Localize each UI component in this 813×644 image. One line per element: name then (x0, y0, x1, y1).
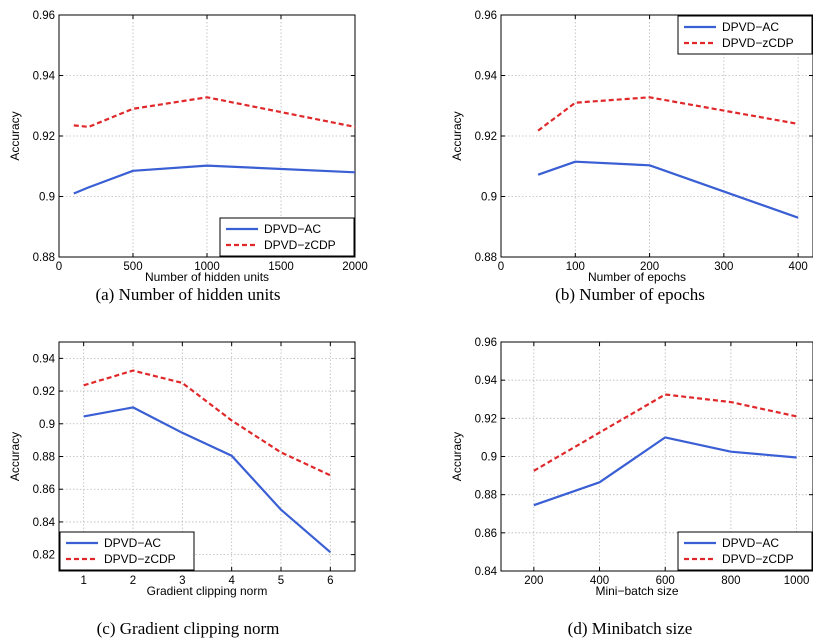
legend-label: DPVD−zCDP (264, 238, 336, 252)
subplot-caption: (c) Gradient clipping norm (97, 619, 280, 638)
x-tick-label: 1000 (194, 261, 220, 273)
y-tick-label: 0.84 (475, 566, 498, 578)
x-tick-label: 5 (278, 575, 284, 587)
series-line-dpvd-ac (533, 436, 797, 507)
y-tick-label: 0.92 (475, 413, 497, 425)
y-axis-label: Accuracy (8, 111, 22, 160)
subplot-d: 200 400 600 800 1000 0.84 0.86 0.88 0.9 0.92 0.94 0… (450, 337, 813, 638)
y-tick-label: 0.82 (33, 550, 55, 562)
y-axis-label: Accuracy (450, 432, 464, 481)
y-tick-label: 0.96 (33, 10, 55, 22)
legend-label: DPVD−AC (264, 222, 321, 236)
y-tick-label: 0.94 (33, 353, 56, 365)
x-tick-label: 0 (56, 261, 62, 273)
y-tick-label: 0.88 (33, 252, 55, 264)
y-tick-label: 0.88 (475, 252, 497, 264)
legend-label: DPVD−AC (104, 536, 161, 550)
y-tick-label: 0.88 (475, 490, 497, 502)
subplot-b: 0 100 200 300 400 0.88 0.9 0.92 0.94 0.96 Number o… (450, 10, 813, 304)
x-axis-label: Mini−batch size (595, 584, 678, 598)
subplot-caption: (b) Number of epochs (555, 285, 705, 304)
x-tick-label: 1500 (268, 261, 294, 273)
x-tick-label: 2 (130, 575, 136, 587)
series-line-dpvd-ac (83, 406, 332, 554)
legend-label: DPVD−zCDP (722, 36, 794, 50)
y-tick-label: 0.86 (33, 484, 55, 496)
y-tick-label: 0.9 (481, 192, 497, 204)
x-tick-label: 100 (566, 261, 585, 273)
y-tick-label: 0.9 (481, 452, 497, 464)
x-axis-label: Number of hidden units (145, 270, 269, 284)
series-line-dpvd-zcdp (537, 96, 799, 132)
y-tick-label: 0.96 (475, 10, 497, 22)
x-axis-label: Number of epochs (588, 270, 686, 284)
x-tick-label: 800 (721, 575, 740, 587)
x-tick-label: 1000 (784, 575, 810, 587)
y-tick-label: 0.84 (33, 517, 56, 529)
x-tick-label: 200 (524, 575, 543, 587)
x-tick-label: 0 (498, 261, 504, 273)
x-tick-label: 200 (640, 261, 659, 273)
y-tick-label: 0.94 (33, 71, 56, 83)
y-tick-label: 0.94 (475, 71, 498, 83)
legend: DPVD−AC DPVD−zCDP (219, 217, 355, 257)
y-axis-label: Accuracy (8, 432, 22, 481)
y-tick-label: 0.9 (39, 192, 55, 204)
y-tick-label: 0.92 (475, 131, 497, 143)
x-tick-label: 400 (789, 261, 808, 273)
subplot-a: 0 500 1000 1500 2000 0.88 0.9 0.92 0.94 0.96 Numbe… (8, 10, 368, 304)
series-line-dpvd-zcdp (73, 96, 356, 129)
legend-box (677, 15, 813, 55)
legend-label: DPVD−zCDP (722, 552, 794, 566)
y-tick-label: 0.86 (475, 528, 497, 540)
legend-label: DPVD−AC (722, 20, 779, 34)
x-tick-label: 400 (590, 575, 609, 587)
subplot-caption: (d) Minibatch size (568, 619, 693, 638)
legend-label: DPVD−zCDP (104, 552, 176, 566)
x-tick-label: 500 (123, 261, 142, 273)
y-tick-label: 0.96 (475, 337, 497, 349)
y-tick-label: 0.94 (475, 375, 498, 387)
legend-label: DPVD−AC (722, 536, 779, 550)
x-tick-label: 2000 (342, 261, 368, 273)
series-line-dpvd-ac (73, 164, 356, 195)
x-tick-label: 4 (228, 575, 235, 587)
y-axis-label: Accuracy (450, 111, 464, 160)
x-tick-label: 600 (656, 575, 675, 587)
y-tick-label: 0.88 (33, 452, 55, 464)
y-tick-label: 0.92 (33, 131, 55, 143)
subplot-caption: (a) Number of hidden units (95, 285, 280, 304)
x-tick-label: 1 (80, 575, 86, 587)
legend: DPVD−AC DPVD−zCDP (59, 531, 195, 571)
x-axis-label: Gradient clipping norm (147, 584, 268, 598)
y-tick-label: 0.9 (39, 419, 55, 431)
series-line-dpvd-zcdp (83, 369, 331, 477)
legend-box (59, 531, 195, 571)
x-tick-label: 300 (714, 261, 733, 273)
legend: DPVD−AC DPVD−zCDP (677, 15, 813, 55)
legend-box (219, 217, 355, 257)
series-line-dpvd-zcdp (533, 393, 797, 472)
y-tick-label: 0.92 (33, 386, 55, 398)
subplot-c: 1 2 3 4 5 6 0.82 0.84 0.86 0.88 0.9 0.92 0.94 Gradien… (8, 341, 356, 638)
x-tick-label: 6 (327, 575, 333, 587)
series-line-dpvd-ac (537, 160, 799, 219)
legend: DPVD−AC DPVD−zCDP (677, 531, 813, 571)
x-tick-label: 3 (179, 575, 185, 587)
legend-box (677, 531, 813, 571)
